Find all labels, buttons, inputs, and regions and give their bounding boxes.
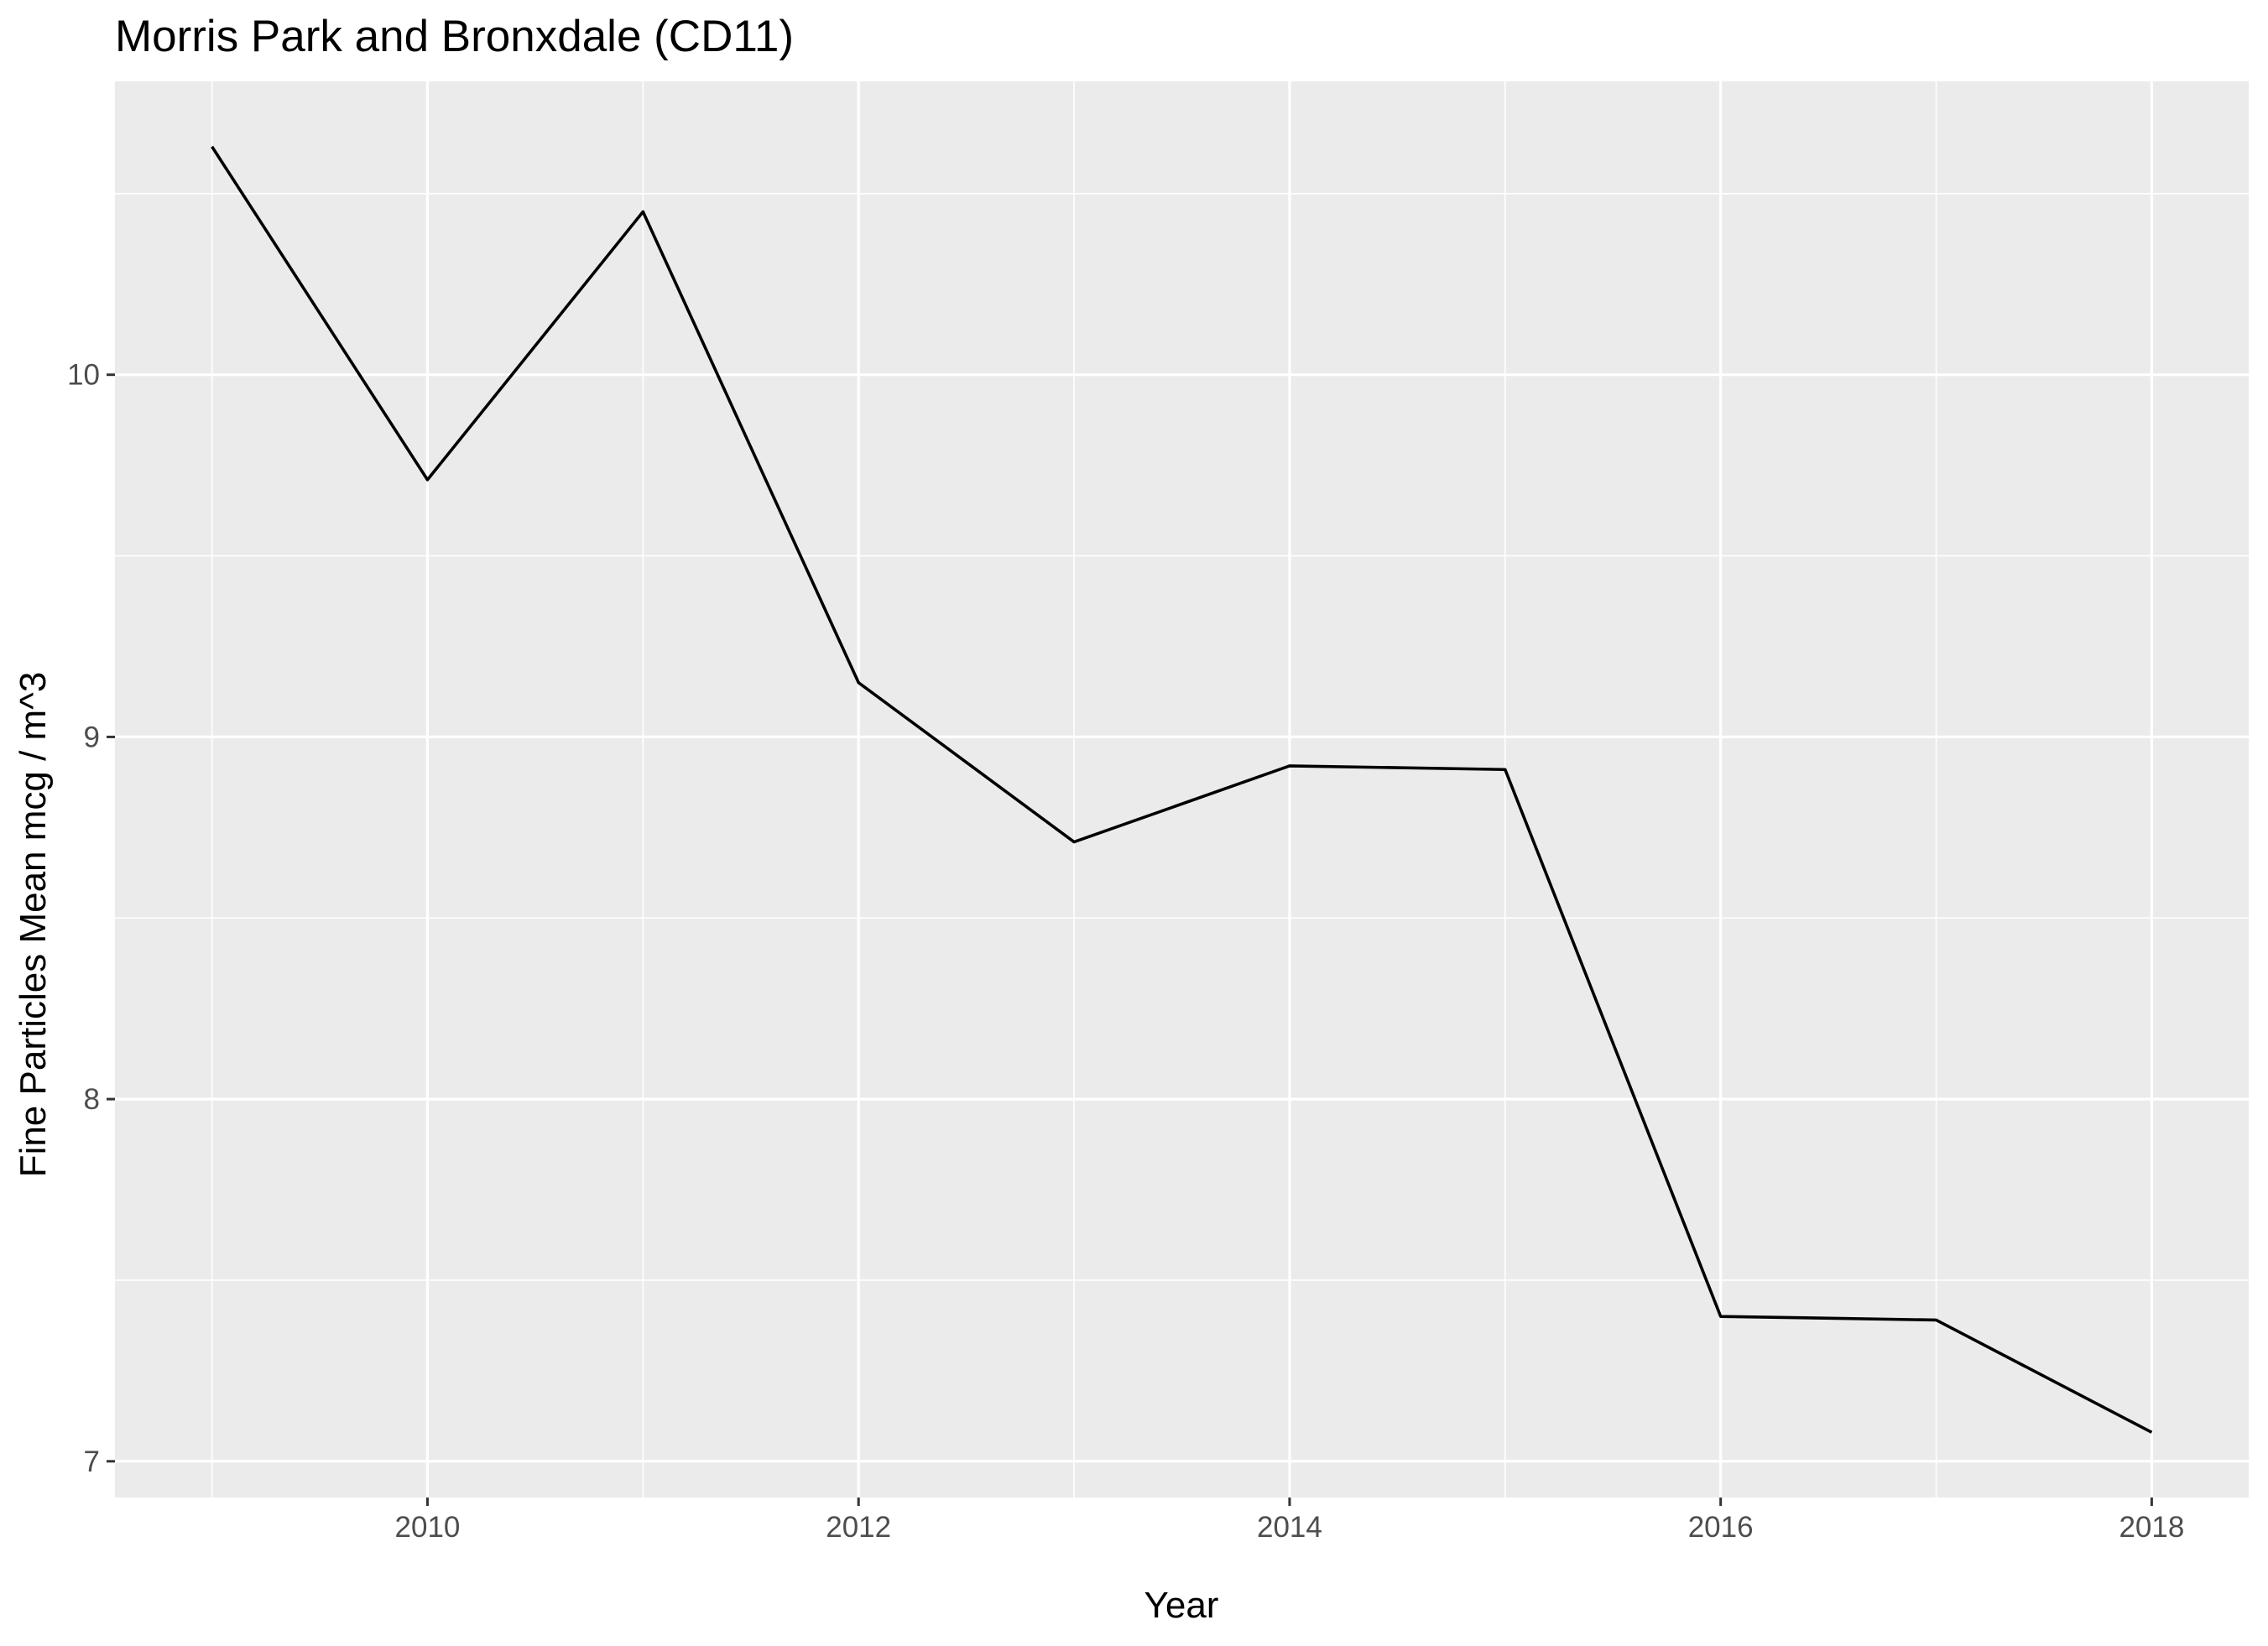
y-axis-title: Fine Particles Mean mcg / m^3	[13, 672, 54, 1178]
y-tick-label: 9	[84, 721, 100, 753]
plot-panel	[115, 81, 2249, 1498]
series-line-1	[211, 145, 2153, 1434]
y-axis: 7 8 9 10	[67, 359, 115, 1478]
y-tick-label: 8	[84, 1083, 100, 1116]
minor-gridlines	[115, 81, 2249, 1498]
major-gridlines	[115, 81, 2249, 1498]
x-tick-label: 2012	[826, 1511, 891, 1544]
x-axis-title: Year	[1144, 1585, 1219, 1626]
x-axis: 2010 2012 2014 2016 2018	[395, 1498, 2184, 1544]
y-tick-label: 10	[67, 359, 100, 392]
x-tick-label: 2018	[2119, 1511, 2184, 1544]
x-tick-label: 2010	[395, 1511, 461, 1544]
x-tick-label: 2016	[1688, 1511, 1754, 1544]
y-tick-label: 7	[84, 1445, 100, 1478]
series-layer	[211, 145, 2153, 1434]
chart-title: Morris Park and Bronxdale (CD11)	[115, 12, 794, 61]
x-tick-label: 2014	[1257, 1511, 1322, 1544]
